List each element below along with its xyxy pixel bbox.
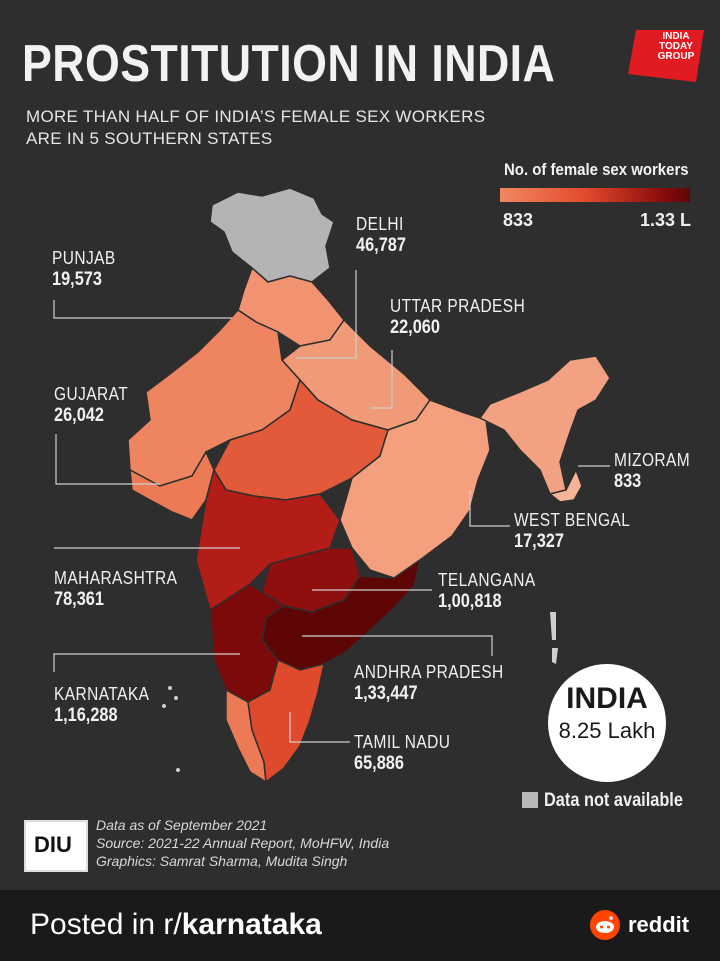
islands xyxy=(162,612,558,772)
subtitle-line-1: MORE THAN HALF OF INDIA’S FEMALE SEX WOR… xyxy=(26,107,486,126)
subreddit-name: karnataka xyxy=(181,908,322,941)
logo-text: INDIA TODAY GROUP xyxy=(657,31,695,62)
legend-title: No. of female sex workers xyxy=(504,160,689,179)
label-tamil-nadu: TAMIL NADU 65,886 xyxy=(354,732,451,774)
note-credits: Graphics: Samrat Sharma, Mudita Singh xyxy=(96,853,348,869)
reddit-icon[interactable] xyxy=(590,910,620,940)
reddit-wordmark[interactable]: reddit xyxy=(628,912,690,937)
na-legend-label: Data not available xyxy=(544,790,683,811)
label-mizoram: MIZORAM 833 xyxy=(614,450,691,492)
region-mizoram xyxy=(548,468,583,503)
page-title: PROSTITUTION IN INDIA xyxy=(22,35,556,93)
region-east xyxy=(339,399,491,579)
infographic: PROSTITUTION IN INDIA MORE THAN HALF OF … xyxy=(22,30,704,872)
diu-logo: DIU xyxy=(24,820,88,872)
label-delhi: DELHI 46,787 xyxy=(356,214,406,256)
legend-gradient xyxy=(500,188,690,202)
india-map xyxy=(53,187,611,784)
note-source: Source: 2021-22 Annual Report, MoHFW, In… xyxy=(96,835,390,851)
india-total-name: INDIA xyxy=(566,682,648,715)
source-notes: Data as of September 2021 Source: 2021-2… xyxy=(96,816,389,870)
india-today-logo xyxy=(628,30,704,82)
region-jammu-kashmir xyxy=(209,187,335,283)
region-northeast xyxy=(478,355,611,495)
leader-lines xyxy=(53,270,610,743)
page-subtitle: MORE THAN HALF OF INDIA’S FEMALE SEX WOR… xyxy=(26,106,586,150)
reddit-footer: Posted in r/karnataka reddit xyxy=(0,890,720,961)
label-karnataka: KARNATAKA 1,16,288 xyxy=(54,684,150,726)
label-uttar-pradesh: UTTAR PRADESH 22,060 xyxy=(390,296,526,338)
note-date: Data as of September 2021 xyxy=(96,817,268,833)
label-andhra-pradesh: ANDHRA PRADESH 1,33,447 xyxy=(354,662,504,704)
label-punjab: PUNJAB 19,573 xyxy=(52,248,116,290)
india-total-value: 8.25 Lakh xyxy=(558,718,656,743)
india-total-badge: INDIA 8.25 Lakh xyxy=(548,664,666,782)
legend-min: 833 xyxy=(503,210,534,230)
label-west-bengal: WEST BENGAL 17,327 xyxy=(514,510,631,552)
label-gujarat: GUJARAT 26,042 xyxy=(54,384,129,426)
posted-in-label[interactable]: Posted in r/karnataka xyxy=(30,908,322,941)
subtitle-line-2: ARE IN 5 SOUTHERN STATES xyxy=(26,129,273,148)
region-tamil-nadu xyxy=(247,658,325,784)
label-maharashtra: MAHARASHTRA 78,361 xyxy=(54,568,178,610)
label-telangana: TELANGANA 1,00,818 xyxy=(438,570,536,612)
na-legend-swatch xyxy=(522,792,538,808)
legend-max: 1.33 L xyxy=(640,210,692,230)
